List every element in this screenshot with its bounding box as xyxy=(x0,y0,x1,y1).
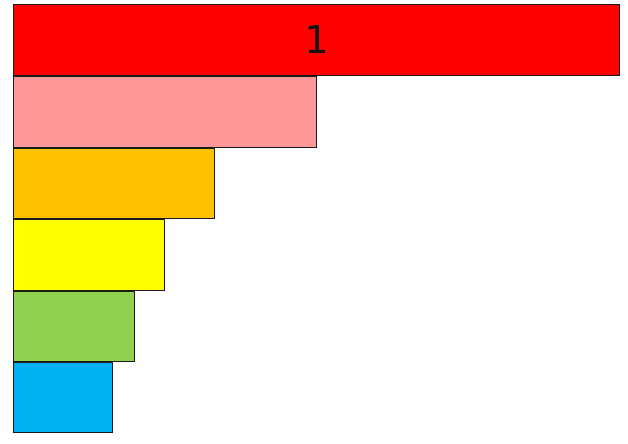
bar-6 xyxy=(13,362,113,433)
bar-1: 1 xyxy=(13,4,620,76)
bar-1-label: 1 xyxy=(304,18,329,62)
bar-2 xyxy=(13,76,317,148)
bar-3 xyxy=(13,148,215,219)
bar-5 xyxy=(13,291,135,362)
bar-4 xyxy=(13,219,165,291)
